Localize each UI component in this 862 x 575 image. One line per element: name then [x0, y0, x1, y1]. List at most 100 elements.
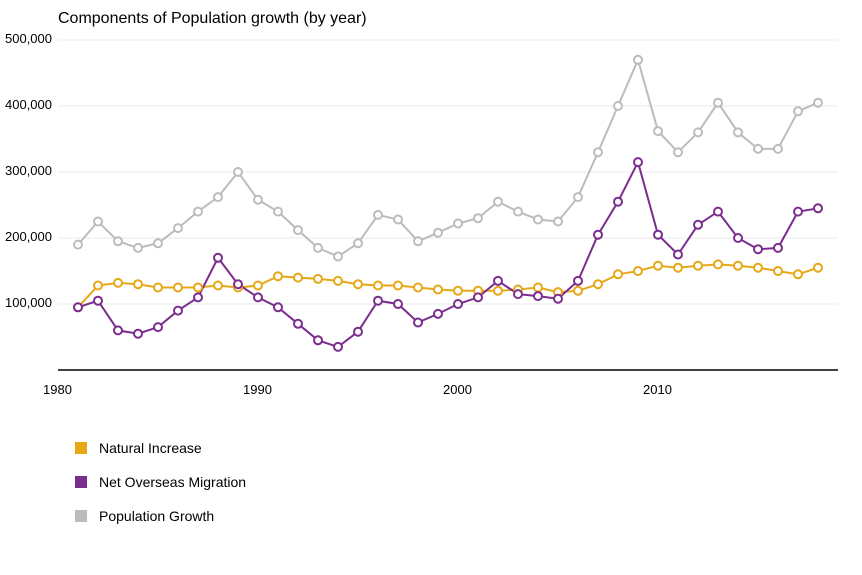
data-point [694, 128, 702, 136]
chart-legend: Natural IncreaseNet Overseas MigrationPo… [75, 440, 246, 542]
data-point [74, 241, 82, 249]
data-point [234, 168, 242, 176]
legend-item: Natural Increase [75, 440, 246, 456]
data-point [554, 218, 562, 226]
data-point [654, 127, 662, 135]
data-point [614, 102, 622, 110]
data-point [574, 277, 582, 285]
data-point [254, 293, 262, 301]
data-point [114, 279, 122, 287]
data-point [394, 216, 402, 224]
data-point [714, 260, 722, 268]
data-point [614, 270, 622, 278]
data-point [674, 264, 682, 272]
series-line [78, 60, 818, 257]
data-point [374, 282, 382, 290]
data-point [774, 244, 782, 252]
data-point [94, 282, 102, 290]
y-tick-label: 300,000 [5, 163, 52, 178]
data-point [134, 330, 142, 338]
data-point [134, 280, 142, 288]
data-point [294, 274, 302, 282]
data-point [394, 300, 402, 308]
legend-label: Natural Increase [99, 440, 202, 456]
x-tick-label: 2010 [643, 382, 672, 397]
x-tick-label: 2000 [443, 382, 472, 397]
data-point [434, 310, 442, 318]
data-point [794, 270, 802, 278]
x-tick-label: 1990 [243, 382, 272, 397]
data-point [374, 211, 382, 219]
data-point [414, 284, 422, 292]
data-point [434, 285, 442, 293]
data-point [794, 208, 802, 216]
data-point [574, 193, 582, 201]
data-point [654, 231, 662, 239]
data-point [274, 208, 282, 216]
y-tick-label: 200,000 [5, 229, 52, 244]
data-point [534, 292, 542, 300]
data-point [734, 262, 742, 270]
legend-label: Net Overseas Migration [99, 474, 246, 490]
data-point [154, 239, 162, 247]
data-point [494, 287, 502, 295]
data-point [234, 280, 242, 288]
y-tick-label: 400,000 [5, 97, 52, 112]
data-point [814, 99, 822, 107]
data-point [94, 218, 102, 226]
y-tick-label: 100,000 [5, 295, 52, 310]
data-point [694, 221, 702, 229]
data-point [334, 252, 342, 260]
data-point [274, 303, 282, 311]
y-tick-label: 500,000 [5, 31, 52, 46]
data-point [634, 56, 642, 64]
data-point [694, 262, 702, 270]
data-point [274, 272, 282, 280]
data-point [454, 300, 462, 308]
data-point [174, 307, 182, 315]
data-point [494, 277, 502, 285]
data-point [594, 231, 602, 239]
data-point [634, 158, 642, 166]
data-point [294, 226, 302, 234]
data-point [714, 208, 722, 216]
legend-item: Net Overseas Migration [75, 474, 246, 490]
data-point [674, 148, 682, 156]
data-point [214, 282, 222, 290]
legend-swatch [75, 476, 87, 488]
data-point [514, 208, 522, 216]
data-point [534, 216, 542, 224]
data-point [414, 318, 422, 326]
data-point [154, 323, 162, 331]
data-point [614, 198, 622, 206]
data-point [714, 99, 722, 107]
legend-swatch [75, 442, 87, 454]
data-point [174, 224, 182, 232]
data-point [314, 244, 322, 252]
data-point [374, 297, 382, 305]
data-point [754, 245, 762, 253]
data-point [174, 284, 182, 292]
data-point [334, 277, 342, 285]
data-point [214, 193, 222, 201]
data-point [514, 290, 522, 298]
chart-plot-area [58, 40, 838, 370]
x-tick-label: 1980 [43, 382, 72, 397]
data-point [254, 196, 262, 204]
data-point [194, 293, 202, 301]
data-point [394, 282, 402, 290]
data-point [754, 145, 762, 153]
data-point [194, 208, 202, 216]
data-point [314, 336, 322, 344]
data-point [294, 320, 302, 328]
data-point [634, 267, 642, 275]
data-point [74, 303, 82, 311]
data-point [594, 280, 602, 288]
data-point [754, 264, 762, 272]
data-point [114, 326, 122, 334]
data-point [434, 229, 442, 237]
data-point [574, 287, 582, 295]
data-point [494, 198, 502, 206]
data-point [194, 284, 202, 292]
data-point [154, 284, 162, 292]
